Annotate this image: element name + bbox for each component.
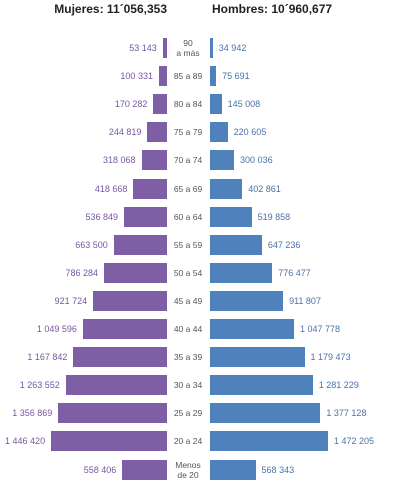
bar [210,122,228,143]
value-label: 1 446 420 [5,436,46,447]
value-label: 402 861 [248,183,281,194]
value-label: 1 356 869 [12,408,53,419]
age-label: 70 a 74 [173,155,203,166]
bar [153,94,167,115]
bar [210,347,305,368]
value-label: 53 143 [129,43,157,53]
bar [147,122,167,143]
value-label: 1 263 552 [19,380,60,391]
bar [210,431,328,452]
bar [122,459,167,480]
bar [210,262,273,283]
bar [82,319,167,339]
age-label: 25 a 29 [173,408,203,419]
age-label: 30 a 34 [173,380,203,391]
value-label: 1 049 596 [36,324,77,334]
age-label: Menos de 20 [175,459,201,480]
age-label: 65 a 69 [173,183,203,194]
bar [141,150,167,171]
value-label: 1 281 229 [318,380,359,391]
value-label: 145 008 [227,99,261,110]
bar [210,178,243,199]
value-label: 244 819 [108,127,142,138]
age-label: 90 a más [176,38,200,58]
value-label: 568 343 [261,464,295,475]
value-label: 647 236 [267,239,301,250]
bar [113,234,167,255]
bar [162,38,167,58]
age-label: 85 a 89 [173,71,203,82]
bar [65,375,167,396]
value-label: 911 807 [289,295,321,306]
bar [210,66,217,87]
age-label: 55 a 59 [173,239,203,250]
value-label: 776 477 [278,267,311,278]
age-label: 45 a 49 [173,295,203,306]
bar [123,206,167,227]
bar [210,375,313,396]
bar [210,38,213,58]
age-label: 60 a 64 [173,211,203,222]
value-label: 558 406 [83,464,117,475]
bar [51,431,167,452]
bar [210,459,256,480]
age-label: 20 a 24 [173,436,203,447]
value-label: 318 068 [102,155,136,166]
series-title: Hombres: 10´960,677 [212,2,333,16]
value-label: 100 331 [120,71,153,82]
value-label: 1 047 778 [299,324,341,334]
value-label: 921 724 [54,295,88,306]
value-label: 34 942 [218,43,247,53]
bar [210,94,222,115]
value-label: 1 377 128 [326,408,367,419]
bar [210,150,235,171]
value-label: 1 179 473 [310,352,351,363]
value-label: 220 605 [233,127,267,138]
value-label: 519 858 [257,211,291,222]
bar [210,234,262,255]
bar [133,178,167,199]
bar [103,262,167,283]
bar [210,206,252,227]
value-label: 1 167 842 [27,352,68,363]
value-label: 663 500 [75,239,108,250]
bar [73,347,167,368]
bar [210,290,284,311]
bar [93,290,167,311]
bar [210,403,321,424]
bar [58,403,167,424]
age-label: 35 a 39 [173,352,203,363]
value-label: 786 284 [65,267,98,278]
age-label: 50 a 54 [173,267,203,278]
value-label: 170 282 [114,99,148,110]
age-label: 75 a 79 [173,127,203,138]
value-label: 300 036 [240,155,273,166]
value-label: 418 668 [94,183,128,194]
value-label: 536 849 [85,211,118,222]
age-label: 80 a 84 [173,99,203,110]
value-label: 1 472 205 [334,436,375,447]
value-label: 75 691 [222,71,250,82]
bar [158,66,167,87]
age-label: 40 a 44 [173,324,203,334]
series-title: Mujeres: 11´056,353 [54,2,167,16]
bar [210,319,294,339]
